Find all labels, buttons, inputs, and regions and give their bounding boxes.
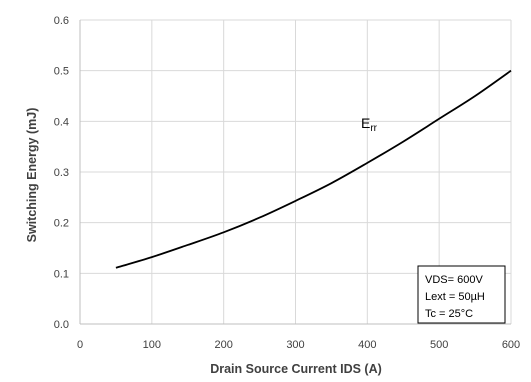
series-label-err: Err <box>361 115 378 134</box>
y-axis-ticks: 0.0 0.1 0.2 0.3 0.4 0.5 0.6 <box>54 15 69 331</box>
x-axis-title: Drain Source Current IDS (A) <box>210 362 382 376</box>
condition-vds: VDS= 600V <box>425 274 483 286</box>
y-tick-label: 0.1 <box>54 268 69 280</box>
conditions-box: VDS= 600V Lext = 50µH Tc = 25°C <box>417 265 506 324</box>
y-axis-title: Switching Energy (mJ) <box>25 108 39 243</box>
conditions-box-border <box>417 265 506 324</box>
y-tick-label: 0.4 <box>54 116 69 128</box>
x-tick-label: 200 <box>214 339 232 351</box>
y-tick-label: 0.0 <box>54 319 69 331</box>
x-tick-label: 0 <box>77 339 83 351</box>
x-tick-label: 300 <box>286 339 304 351</box>
x-tick-label: 600 <box>502 339 520 351</box>
x-axis-ticks: 0 100 200 300 400 500 600 <box>77 339 520 351</box>
y-tick-label: 0.6 <box>54 15 69 27</box>
y-tick-label: 0.5 <box>54 66 69 78</box>
x-tick-label: 100 <box>143 339 161 351</box>
series-label-subscript: rr <box>370 123 377 134</box>
x-tick-label: 500 <box>430 339 448 351</box>
y-tick-label: 0.2 <box>54 218 69 230</box>
condition-lext: Lext = 50µH <box>425 291 485 303</box>
series-label-main: E <box>361 115 370 131</box>
series-line-err <box>115 69 512 269</box>
y-tick-label: 0.3 <box>54 167 69 179</box>
x-tick-label: 400 <box>358 339 376 351</box>
condition-tc: Tc = 25°C <box>425 308 473 320</box>
series-layer <box>115 69 512 269</box>
plot-frame <box>79 20 511 325</box>
